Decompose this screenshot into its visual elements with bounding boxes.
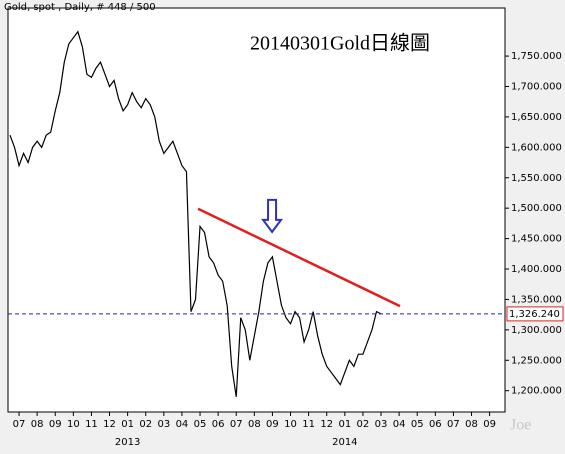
x-tick-label: 11 <box>85 419 98 430</box>
x-tick-label: 04 <box>176 419 189 430</box>
y-tick-label: 1,500.000 <box>511 203 562 214</box>
x-tick-label: 12 <box>103 419 116 430</box>
x-tick-label: 09 <box>483 419 496 430</box>
x-tick-label: 01 <box>338 419 351 430</box>
y-tick-label: 1,450.000 <box>511 234 562 245</box>
last-price-box <box>506 306 564 322</box>
x-tick-label: 08 <box>465 419 478 430</box>
header: Gold, spot , Daily, # 448 / 500 <box>4 2 156 13</box>
y-tick-label: 1,700.000 <box>511 81 562 92</box>
x-tick-label: 08 <box>31 419 44 430</box>
x-tick-label: 10 <box>67 419 80 430</box>
x-tick-label: 12 <box>320 419 333 430</box>
trendline <box>197 207 401 308</box>
y-tick-label: 1,350.000 <box>511 294 562 305</box>
y-tick-label: 1,750.000 <box>511 51 562 62</box>
last-price-label: 1,326.240 <box>509 309 560 320</box>
x-tick-label: 09 <box>266 419 279 430</box>
y-tick-label: 1,300.000 <box>511 325 562 336</box>
x-tick-label: 01 <box>121 419 134 430</box>
year-label: 2014 <box>332 437 357 448</box>
x-tick-label: 03 <box>157 419 170 430</box>
arrow <box>261 198 284 234</box>
y-tick-label: 1,650.000 <box>511 112 562 123</box>
y-tick-label: 1,250.000 <box>511 355 562 366</box>
y-tick-label: 1,600.000 <box>511 142 562 153</box>
x-tick-label: 05 <box>411 419 424 430</box>
y-tick-label: 1,550.000 <box>511 173 562 184</box>
x-tick-label: 07 <box>230 419 243 430</box>
x-tick-label: 06 <box>212 419 225 430</box>
x-tick-label: 05 <box>194 419 207 430</box>
x-tick-label: 04 <box>393 419 406 430</box>
x-tick-label: 10 <box>284 419 297 430</box>
y-tick-label: 1,400.000 <box>511 264 562 275</box>
x-tick-label: 02 <box>357 419 370 430</box>
x-tick-label: 09 <box>49 419 62 430</box>
x-tick-label: 07 <box>13 419 26 430</box>
x-tick-label: 08 <box>248 419 261 430</box>
x-tick-label: 11 <box>302 419 315 430</box>
x-tick-label: 06 <box>429 419 442 430</box>
watermark: Joe <box>510 417 531 434</box>
year-label: 2013 <box>115 437 140 448</box>
y-tick-label: 1,200.000 <box>511 386 562 397</box>
x-tick-label: 02 <box>139 419 152 430</box>
x-tick-label: 07 <box>447 419 460 430</box>
plot-area <box>7 7 506 413</box>
x-tick-label: 03 <box>375 419 388 430</box>
price-line <box>9 30 382 397</box>
chart-title: 20140301Gold日線圖 <box>250 32 430 55</box>
